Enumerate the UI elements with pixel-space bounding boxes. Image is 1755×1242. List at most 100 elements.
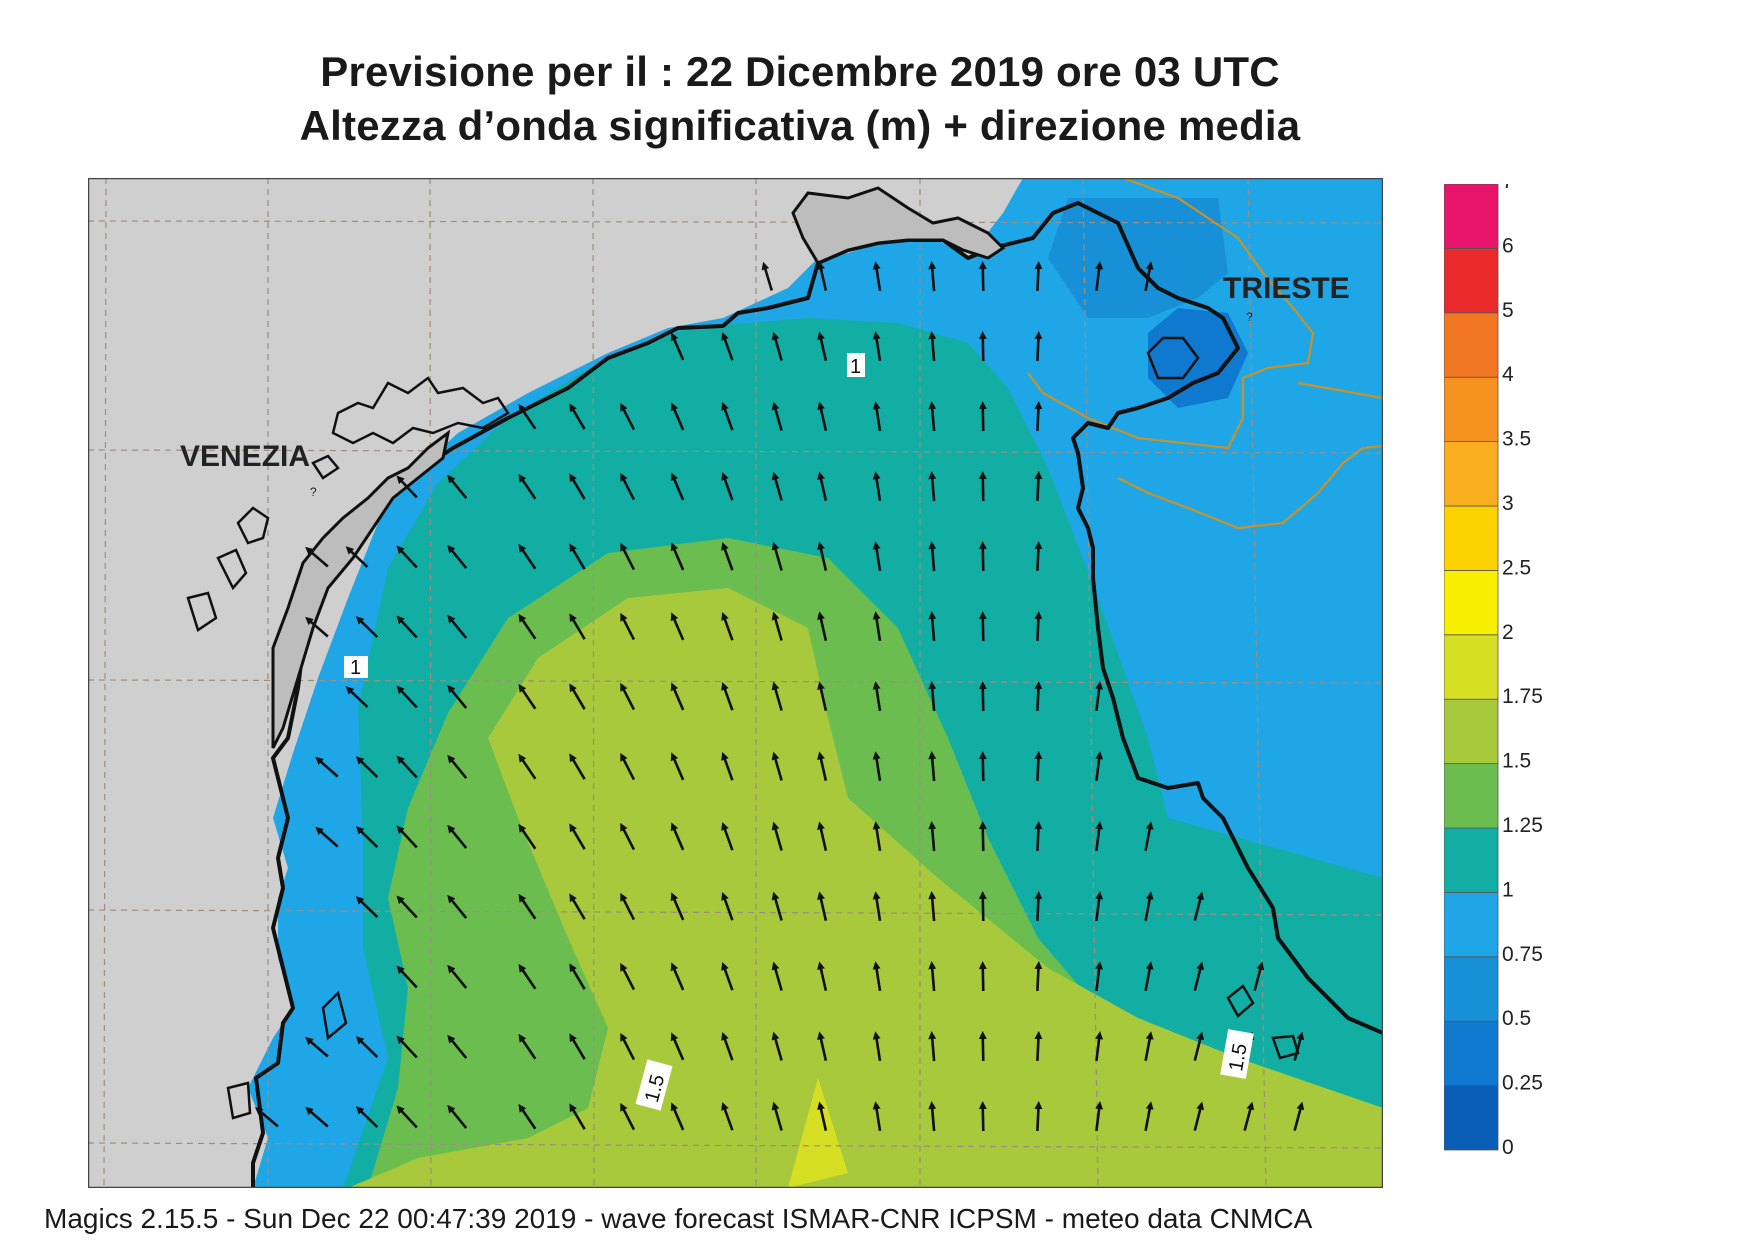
direction-arrow (1034, 891, 1043, 922)
direction-arrow (569, 823, 586, 850)
direction-arrow (396, 825, 418, 849)
direction-arrow (670, 402, 685, 431)
legend-tick-label: 2.5 (1502, 556, 1531, 579)
legend-tick-label: 1.25 (1502, 814, 1543, 837)
legend-tick-label: 0.75 (1502, 943, 1543, 966)
direction-arrow (771, 751, 783, 781)
direction-arrow (817, 1101, 828, 1131)
direction-arrow (518, 543, 537, 570)
direction-arrow (978, 1031, 987, 1062)
direction-arrow (872, 401, 882, 432)
direction-arrow (817, 821, 828, 851)
direction-arrow (721, 541, 734, 571)
direction-arrow (721, 891, 734, 921)
direction-arrow (872, 961, 882, 992)
direction-arrow (928, 961, 937, 992)
legend-box (1444, 184, 1499, 249)
direction-arrow (620, 472, 636, 501)
direction-arrow (817, 751, 828, 781)
direction-arrow (1144, 1031, 1154, 1062)
direction-arrow (518, 473, 537, 500)
legend-box (1444, 1085, 1499, 1151)
direction-arrow (620, 542, 636, 571)
direction-arrow (518, 683, 537, 710)
direction-arrow (928, 541, 937, 572)
direction-arrow (620, 682, 636, 711)
direction-arrow (670, 472, 685, 501)
direction-arrow (620, 822, 636, 851)
legend-box (1444, 892, 1499, 958)
direction-arrow (620, 1032, 636, 1061)
direction-arrow (670, 542, 685, 571)
contour-label-15-east: 1.5 (1220, 1029, 1254, 1079)
direction-arrow (978, 961, 987, 992)
direction-arrow (928, 611, 937, 642)
legend-box (1444, 763, 1499, 829)
direction-arrow (771, 401, 783, 431)
direction-arrow (1144, 891, 1154, 922)
direction-arrow (396, 965, 418, 989)
direction-arrow (1144, 1101, 1154, 1132)
direction-arrow (771, 611, 783, 641)
band-15-175 (348, 588, 1383, 1188)
direction-arrow (447, 614, 468, 639)
direction-arrow (928, 1101, 937, 1132)
svg-text:1.5: 1.5 (1225, 1042, 1251, 1073)
venice-islands-outline (186, 376, 510, 1120)
direction-arrow (620, 892, 636, 921)
direction-arrow (254, 1107, 279, 1128)
direction-arrow (928, 401, 937, 432)
direction-arrow (1193, 1101, 1205, 1131)
legend-tick-label: 3.5 (1502, 428, 1531, 451)
direction-arrow (1034, 1101, 1043, 1132)
direction-arrow (620, 962, 636, 991)
direction-arrow (305, 1036, 329, 1058)
direction-arrow (721, 331, 734, 361)
direction-arrow (447, 754, 468, 779)
direction-arrow (518, 823, 537, 850)
direction-arrow (1034, 1031, 1043, 1062)
direction-arrow (1095, 821, 1104, 852)
direction-arrow (928, 261, 937, 292)
legend-tick-label: 4 (1502, 363, 1514, 386)
direction-arrow (978, 541, 987, 572)
direction-arrow (928, 751, 937, 782)
chart-title: Previsione per il : 22 Dicembre 2019 ore… (320, 48, 1280, 95)
direction-arrow (817, 261, 828, 291)
direction-arrow (771, 891, 783, 921)
direction-arrow (1243, 1101, 1255, 1131)
legend-box (1444, 376, 1499, 442)
direction-arrow (670, 682, 685, 711)
direction-arrow (518, 1103, 537, 1130)
direction-arrow (872, 331, 882, 362)
direction-arrow (569, 683, 586, 710)
direction-arrow (1034, 471, 1043, 502)
direction-arrow (721, 471, 734, 501)
direction-arrow (1034, 821, 1043, 852)
direction-arrow (345, 546, 369, 568)
direction-arrow (620, 1102, 636, 1131)
direction-arrow (305, 546, 329, 568)
direction-arrow (1293, 1031, 1305, 1061)
direction-arrow (355, 1036, 379, 1059)
direction-arrow (670, 962, 685, 991)
contour-label-1-west: 1 (344, 656, 368, 679)
direction-arrow (447, 544, 468, 569)
direction-arrow (1193, 961, 1205, 991)
band-075-1-ne (1048, 198, 1228, 318)
direction-arrow (569, 963, 586, 990)
legend-tick-label: 0 (1502, 1136, 1514, 1154)
direction-arrow (355, 826, 379, 849)
direction-arrow (569, 613, 586, 640)
direction-arrow (569, 543, 586, 570)
direction-arrow (569, 473, 586, 500)
contour-label-1-north: 1 (847, 353, 865, 378)
wave-height-map: VENEZIA TRIESTE ? ? 1 1 1.5 1.5 (88, 178, 1383, 1188)
direction-arrow (670, 752, 685, 781)
direction-arrow (315, 756, 339, 778)
legend-tick-label: 0.25 (1502, 1072, 1543, 1095)
direction-arrow (1034, 331, 1043, 362)
city-label-trieste: TRIESTE (1223, 272, 1350, 305)
direction-arrow (771, 681, 783, 711)
direction-arrow (355, 756, 379, 779)
